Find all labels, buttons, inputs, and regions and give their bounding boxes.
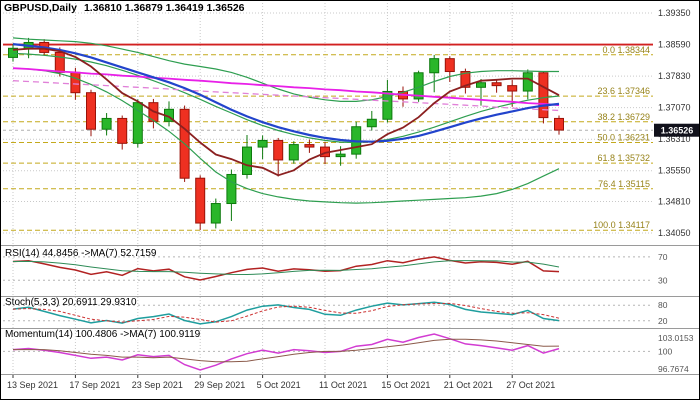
svg-text:17 Sep 2021: 17 Sep 2021 xyxy=(69,380,120,390)
bollinger-upper xyxy=(12,37,559,103)
momentum-ma-line xyxy=(13,338,560,363)
svg-text:13 Sep 2021: 13 Sep 2021 xyxy=(7,380,58,390)
svg-text:1.34050: 1.34050 xyxy=(658,228,691,238)
svg-text:5 Oct 2021: 5 Oct 2021 xyxy=(257,380,301,390)
svg-text:1.38590: 1.38590 xyxy=(658,40,691,50)
svg-text:29 Sep 2021: 29 Sep 2021 xyxy=(194,380,245,390)
ma-pink-dashed xyxy=(12,80,560,112)
grid xyxy=(3,3,653,373)
ma-magenta xyxy=(12,67,560,107)
indicator-panels: 70 30 80 20 103.0153 100 96.7674 xyxy=(3,252,694,374)
svg-text:23.6 1.37346: 23.6 1.37346 xyxy=(597,86,650,96)
fibonacci-retracement[interactable]: 0.0 1.38344 23.6 1.37346 38.2 1.36729 50.0 … xyxy=(3,45,653,231)
svg-text:1.39350: 1.39350 xyxy=(658,8,691,18)
rsi-ma-line xyxy=(12,260,560,276)
svg-text:100: 100 xyxy=(658,346,672,356)
svg-text:70: 70 xyxy=(658,252,668,262)
svg-text:1.34810: 1.34810 xyxy=(658,196,691,206)
svg-text:80: 80 xyxy=(658,300,668,310)
svg-text:0.0 1.38344: 0.0 1.38344 xyxy=(602,45,650,55)
current-price-tag: 1.36526 xyxy=(654,123,699,137)
ma-maroon-fast xyxy=(12,47,560,177)
price-axis[interactable]: 1.39350 1.38590 1.37830 1.37070 1.36310 1.355… xyxy=(658,8,691,238)
svg-text:20: 20 xyxy=(658,316,668,326)
svg-text:61.8 1.35732: 61.8 1.35732 xyxy=(597,153,650,163)
overlay-lines xyxy=(12,37,560,204)
svg-text:21 Oct 2021: 21 Oct 2021 xyxy=(444,380,493,390)
svg-text:76.4 1.35115: 76.4 1.35115 xyxy=(598,179,650,189)
horizontal-lines[interactable] xyxy=(3,43,653,131)
svg-text:23 Sep 2021: 23 Sep 2021 xyxy=(132,380,183,390)
bollinger-lower xyxy=(12,67,560,204)
svg-text:1.37070: 1.37070 xyxy=(658,103,691,113)
rsi-line xyxy=(12,256,560,281)
svg-text:50.0 1.36231: 50.0 1.36231 xyxy=(597,132,650,142)
stoch-signal-line xyxy=(12,302,560,323)
svg-text:103.0153: 103.0153 xyxy=(658,333,694,343)
svg-text:15 Oct 2021: 15 Oct 2021 xyxy=(381,380,430,390)
svg-text:1.37830: 1.37830 xyxy=(658,71,691,81)
svg-text:1.35550: 1.35550 xyxy=(658,166,691,176)
svg-text:1.36310: 1.36310 xyxy=(658,134,691,144)
bollinger-middle xyxy=(12,52,560,144)
svg-text:11 Oct 2021: 11 Oct 2021 xyxy=(319,380,367,390)
svg-text:100.0 1.34117: 100.0 1.34117 xyxy=(593,220,650,230)
svg-text:30: 30 xyxy=(658,275,668,285)
svg-text:1.36526: 1.36526 xyxy=(661,126,694,136)
svg-text:27 Oct 2021: 27 Oct 2021 xyxy=(506,380,555,390)
ma-blue-slow xyxy=(12,43,560,143)
time-axis[interactable]: 13 Sep 2021 17 Sep 2021 23 Sep 2021 29 Sep … xyxy=(7,375,555,390)
svg-text:96.7674: 96.7674 xyxy=(658,364,689,374)
momentum-line xyxy=(12,333,560,371)
svg-text:38.2 1.36729: 38.2 1.36729 xyxy=(597,112,650,122)
